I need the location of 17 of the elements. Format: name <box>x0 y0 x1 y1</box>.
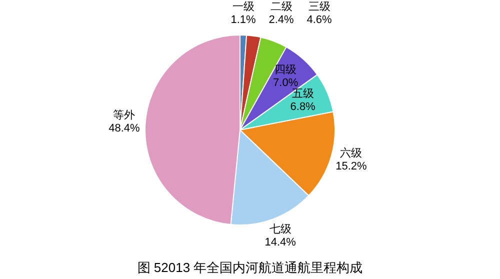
slice-label: 三级 <box>308 1 330 13</box>
slice-label: 等外 <box>113 109 136 122</box>
data-label: 7.0% <box>273 77 298 90</box>
data-label: 2.4% <box>268 14 294 26</box>
slice-label: 五级 <box>292 88 314 100</box>
slice-label: 六级 <box>340 146 362 160</box>
text: 图 52013 年全国内河航道通航里程构成 <box>137 260 363 275</box>
data-label: 14.4% <box>264 236 296 249</box>
data-label: 1.1% <box>230 14 256 26</box>
slice-label: 二级 <box>270 1 292 13</box>
slice-label: 七级 <box>269 222 292 236</box>
data-label: 6.8% <box>290 100 316 113</box>
data-label: 15.2% <box>336 160 368 173</box>
data-label: 4.6% <box>306 14 332 26</box>
slice-label: 一级 <box>232 1 254 13</box>
data-label: 48.4% <box>108 122 140 134</box>
slice-label: 四级 <box>274 64 297 76</box>
